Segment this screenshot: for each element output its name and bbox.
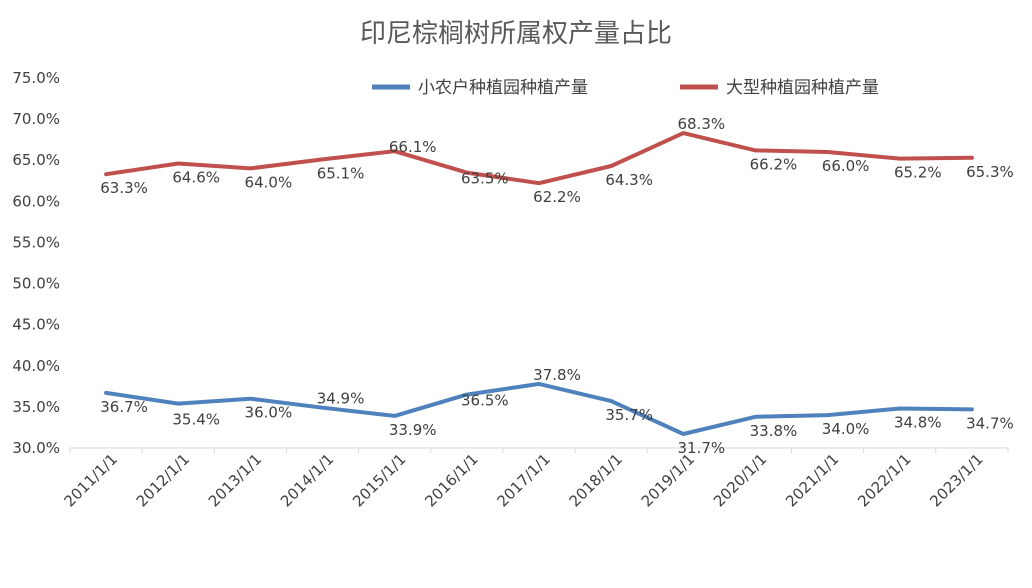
data-label-large-plantation: 66.2% (750, 155, 798, 173)
y-tick-label: 55.0% (12, 233, 60, 251)
data-label-large-plantation: 68.3% (677, 115, 725, 133)
data-label-large-plantation: 65.3% (966, 163, 1014, 181)
data-label-smallholder: 31.7% (677, 439, 725, 457)
x-tick-label: 2013/1/1 (205, 450, 265, 510)
data-label-smallholder: 35.4% (172, 411, 220, 429)
x-tick-label: 2012/1/1 (133, 450, 193, 510)
series-line-large-plantation (104, 131, 974, 186)
data-label-smallholder: 36.0% (245, 404, 293, 422)
data-label-large-plantation: 65.2% (894, 164, 942, 182)
y-axis-tick-labels: 30.0% 35.0% 40.0% 45.0% 50.0% 55.0% 60.0% 65.0%… (12, 69, 60, 457)
data-label-smallholder: 35.7% (605, 406, 653, 424)
x-tick-label: 2018/1/1 (566, 450, 626, 510)
x-tick-label: 2016/1/1 (421, 450, 481, 510)
series-line-smallholder (104, 381, 974, 436)
y-tick-label: 70.0% (12, 110, 60, 128)
data-label-smallholder: 34.7% (966, 414, 1014, 432)
y-tick-label: 60.0% (12, 192, 60, 210)
x-tick-label: 2014/1/1 (277, 450, 337, 510)
legend-label-smallholder: 小农户种植园种植产量 (418, 78, 588, 98)
y-tick-label: 35.0% (12, 398, 60, 416)
data-label-smallholder: 34.0% (822, 420, 870, 438)
legend: 小农户种植园种植产量 大型种植园种植产量 (372, 78, 879, 98)
y-tick-label: 50.0% (12, 275, 60, 293)
x-tick-label: 2019/1/1 (638, 450, 698, 510)
x-tick-label: 2021/1/1 (782, 450, 842, 510)
x-tick-label: 2023/1/1 (926, 450, 986, 510)
data-label-large-plantation: 65.1% (317, 164, 365, 182)
x-tick-label: 2017/1/1 (493, 450, 553, 510)
x-axis: 2011/1/1 2012/1/1 2013/1/1 2014/1/1 2015/1/1… (61, 447, 1009, 510)
data-label-large-plantation: 64.6% (172, 169, 220, 187)
x-tick-label: 2011/1/1 (61, 450, 121, 510)
data-label-large-plantation: 64.0% (245, 173, 293, 191)
data-label-smallholder: 36.7% (100, 398, 148, 416)
y-tick-label: 40.0% (12, 357, 60, 375)
x-tick-label: 2022/1/1 (854, 450, 914, 510)
y-tick-label: 30.0% (12, 439, 60, 457)
data-label-large-plantation: 63.3% (100, 179, 148, 197)
data-labels: 36.7% 35.4% 36.0% 34.9% 33.9% 36.5% 37.8% 35.7%… (100, 115, 1014, 457)
data-label-smallholder: 36.5% (461, 392, 509, 410)
data-label-large-plantation: 66.0% (822, 157, 870, 175)
data-label-large-plantation: 66.1% (389, 138, 437, 156)
y-tick-label: 45.0% (12, 316, 60, 334)
data-label-smallholder: 33.8% (750, 422, 798, 440)
series-lines (104, 131, 974, 436)
data-label-smallholder: 34.8% (894, 414, 942, 432)
data-label-large-plantation: 63.5% (461, 170, 509, 188)
y-tick-label: 75.0% (12, 69, 60, 87)
legend-label-large-plantation: 大型种植园种植产量 (726, 78, 879, 98)
x-tick-label: 2015/1/1 (349, 450, 409, 510)
data-label-smallholder: 33.9% (389, 421, 437, 439)
data-label-smallholder: 37.8% (533, 366, 581, 384)
data-label-smallholder: 34.9% (317, 390, 365, 408)
x-tick-label: 2020/1/1 (710, 450, 770, 510)
chart-title: 印尼棕榈树所属权产量占比 (360, 19, 672, 49)
data-label-large-plantation: 62.2% (533, 188, 581, 206)
y-tick-label: 65.0% (12, 151, 60, 169)
data-label-large-plantation: 64.3% (605, 171, 653, 189)
